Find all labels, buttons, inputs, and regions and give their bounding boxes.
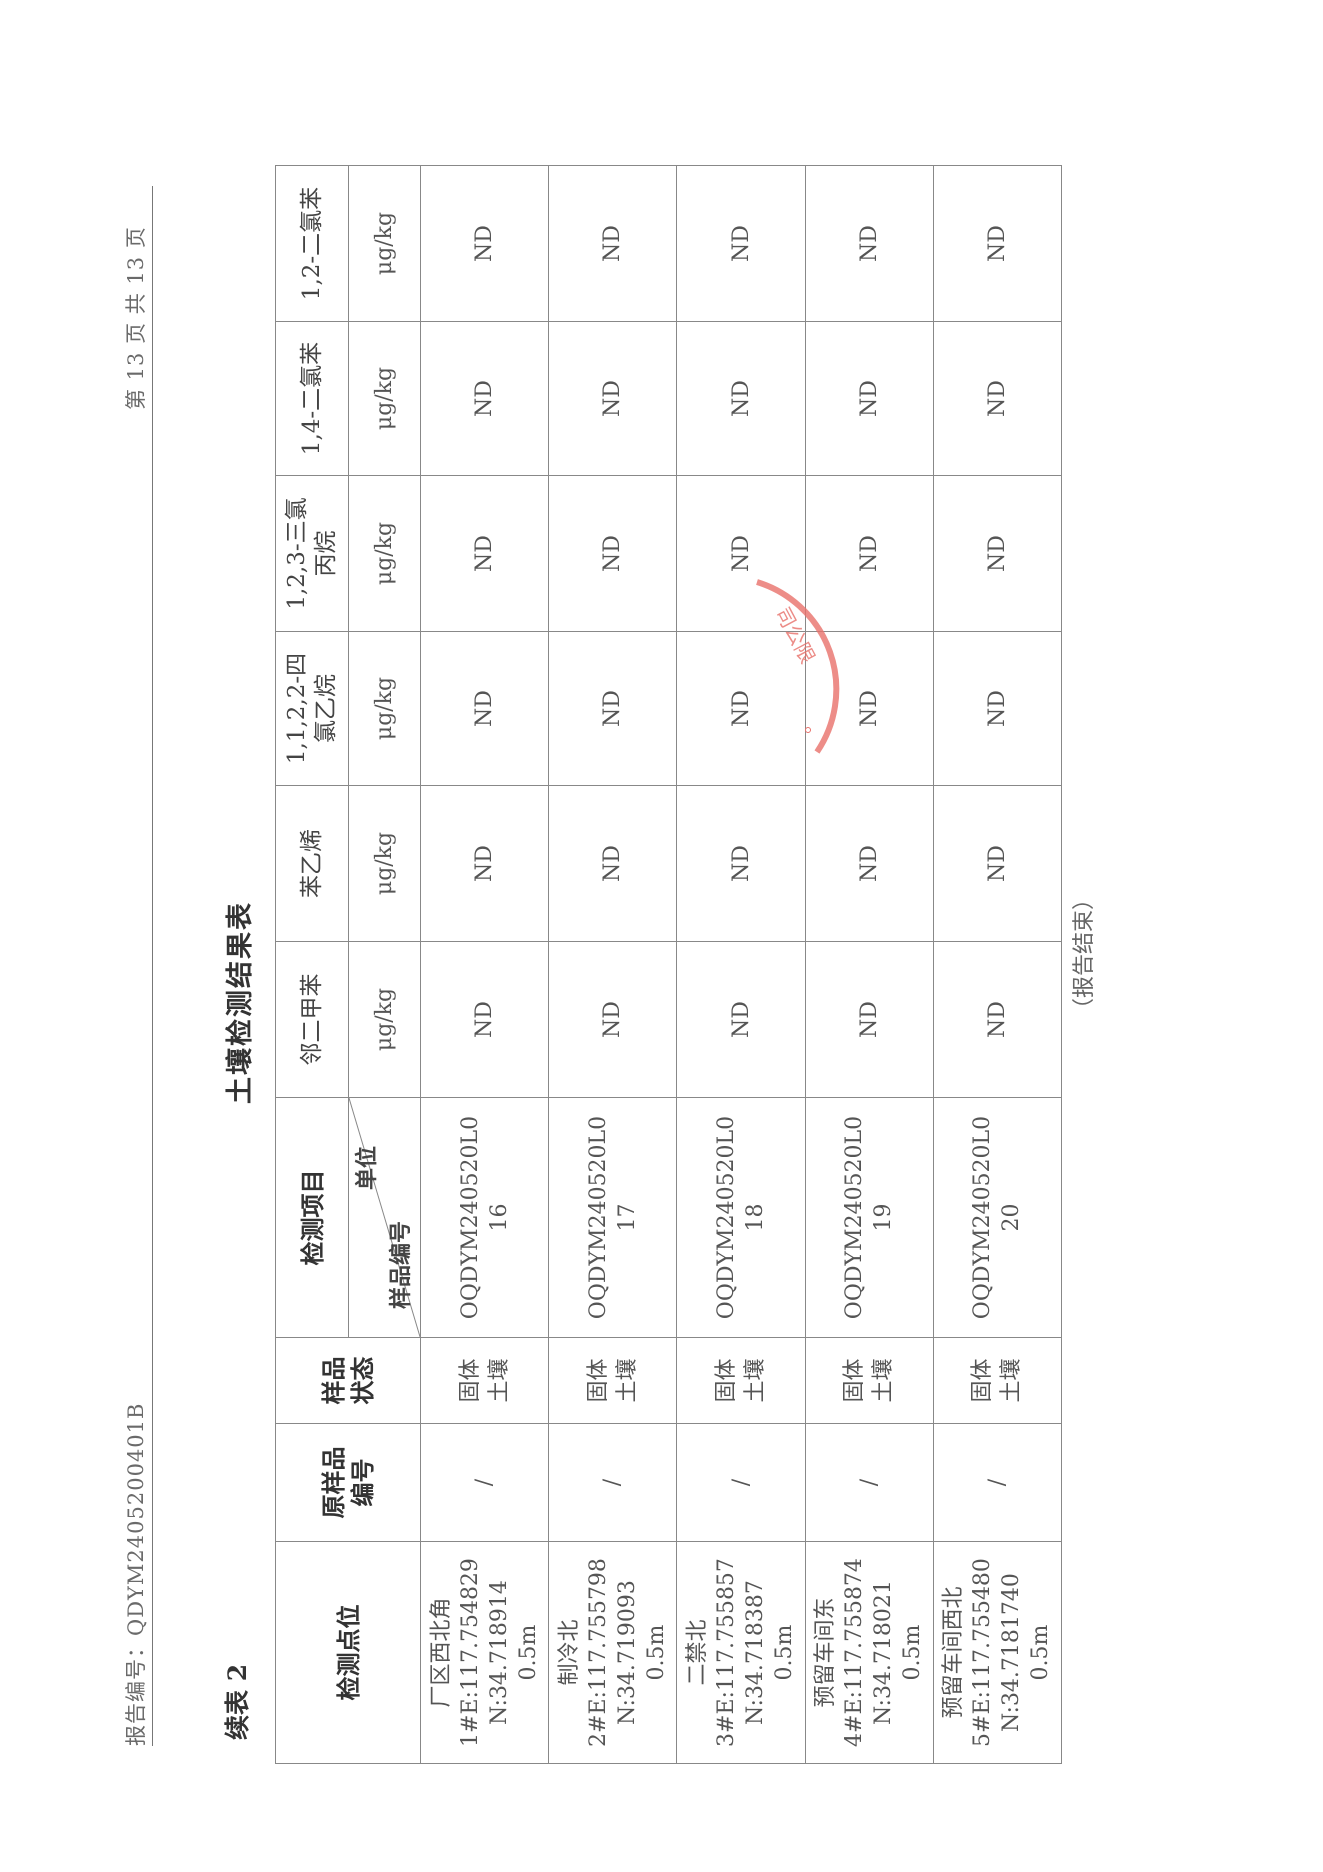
orig-sample-no-cell: / [805,1423,934,1542]
orig-sample-no-cell: / [676,1423,806,1542]
sample-id-cell: OQDYM240520L0 19 [805,1097,934,1338]
analyte-name-header: 1,1,2,2-四 氯乙烷 [275,631,349,786]
result-value-cell: ND [676,165,806,322]
analyte-unit: μg/kg [348,631,421,786]
result-value-cell: ND [548,475,677,632]
result-value-cell: ND [420,475,549,632]
result-value-cell: ND [548,321,677,476]
result-value-cell: ND [805,941,934,1098]
result-value-cell: ND [933,475,1062,632]
sample-state-header: 样品 状态 [275,1337,421,1424]
analyte-name-header: 1,4-二氯苯 [275,321,349,476]
sample-id-cell: OQDYM240520L0 17 [548,1097,677,1338]
analyte-name-header: 1,2,3-三氯 丙烷 [275,475,349,632]
result-value-cell: ND [676,631,806,786]
analyte-name-header: 苯乙烯 [275,785,349,942]
item-header: 检测项目 [275,1097,349,1338]
location-cell: 二禁北 3#E:117.755857 N:34.718387 0.5m [676,1541,806,1764]
result-value-cell: ND [805,631,934,786]
result-value-cell: ND [933,941,1062,1098]
result-value-cell: ND [420,165,549,322]
diagonal-header-cell: 单位样品编号 [348,1097,421,1338]
result-value-cell: ND [548,785,677,942]
result-value-cell: ND [420,631,549,786]
sample-id-cell: OQDYM240520L0 16 [420,1097,549,1338]
orig-sample-no-cell: / [420,1423,549,1542]
result-value-cell: ND [933,785,1062,942]
analyte-unit: μg/kg [348,941,421,1098]
table-row: 预留车间东 4#E:117.755874 N:34.718021 0.5m / 固体… [805,165,934,1764]
table-row: 厂区西北角 1#E:117.754829 N:34.718914 0.5m / 固体… [420,165,549,1764]
result-value-cell: ND [676,785,806,942]
result-value-cell: ND [805,475,934,632]
result-value-cell: ND [805,165,934,322]
result-value-cell: ND [420,941,549,1098]
unit-row: 单位 样品编号 μg/kg μg/kg μg/kg μg/kg μg/kg μg/kg [348,165,421,1764]
result-value-cell: ND [548,941,677,1098]
analyte-unit: μg/kg [348,475,421,632]
page-title: 土壤检测结果表 [225,901,256,1104]
location-cell: 预留车间西北 5#E:117.755480 N:34.7181740 0.5m [933,1541,1062,1764]
unit-header: 单位 [354,1146,381,1191]
sample-id-cell: OQDYM240520L0 18 [676,1097,806,1338]
analyte-name-header: 邻二甲苯 [275,941,349,1098]
result-value-cell: ND [805,785,934,942]
sample-no-header: 样品编号 [388,1220,415,1309]
table-row: 二禁北 3#E:117.755857 N:34.718387 0.5m / 固体 土… [676,165,806,1764]
orig-sample-no-cell: / [933,1423,1062,1542]
location-cell: 预留车间东 4#E:117.755874 N:34.718021 0.5m [805,1541,934,1764]
table-row: 制冷北 2#E:117.755798 N:34.719093 0.5m / 固体 土… [548,165,677,1764]
location-cell: 厂区西北角 1#E:117.754829 N:34.718914 0.5m [420,1541,549,1764]
sample-state-cell: 固体 土壤 [548,1337,677,1424]
results-table: 检测点位 原样品 编号 样品 状态 检测项目 邻二甲苯 苯乙烯 1,1,2,2-四 氯乙烷 1… [275,165,1062,1764]
result-value-cell: ND [805,321,934,476]
table-row: 预留车间西北 5#E:117.755480 N:34.7181740 0.5m /… [933,165,1062,1764]
sample-state-cell: 固体 土壤 [933,1337,1062,1424]
location-header: 检测点位 [275,1541,421,1764]
header-rule [152,186,153,1746]
analyte-unit: μg/kg [348,785,421,942]
sample-state-cell: 固体 土壤 [805,1337,934,1424]
report-number: 报告编号：QDYM2405200401B [124,1402,148,1746]
sample-state-cell: 固体 土壤 [676,1337,806,1424]
result-value-cell: ND [548,165,677,322]
result-value-cell: ND [676,941,806,1098]
location-cell: 制冷北 2#E:117.755798 N:34.719093 0.5m [548,1541,677,1764]
result-value-cell: ND [933,321,1062,476]
header-row: 检测点位 原样品 编号 样品 状态 检测项目 邻二甲苯 苯乙烯 1,1,2,2-四 氯乙烷 1… [275,165,421,1764]
analyte-unit: μg/kg [348,165,421,322]
result-value-cell: ND [676,475,806,632]
result-value-cell: ND [420,785,549,942]
report-end-note: （报告结束） [1072,887,1097,1020]
analyte-name-header: 1,2-二氯苯 [275,165,349,322]
result-value-cell: ND [676,321,806,476]
result-value-cell: ND [933,165,1062,322]
analyte-unit: μg/kg [348,321,421,476]
sample-state-cell: 固体 土壤 [420,1337,549,1424]
result-value-cell: ND [420,321,549,476]
orig-sample-no-cell: / [548,1423,677,1542]
table-label: 续表 2 [223,1663,252,1740]
diagonal-line [349,1098,420,1337]
orig-sample-no-header: 原样品 编号 [275,1423,421,1542]
page-info: 第 13 页 共 13 页 [124,226,148,410]
result-value-cell: ND [933,631,1062,786]
sample-id-cell: OQDYM240520L0 20 [933,1097,1062,1338]
result-value-cell: ND [548,631,677,786]
